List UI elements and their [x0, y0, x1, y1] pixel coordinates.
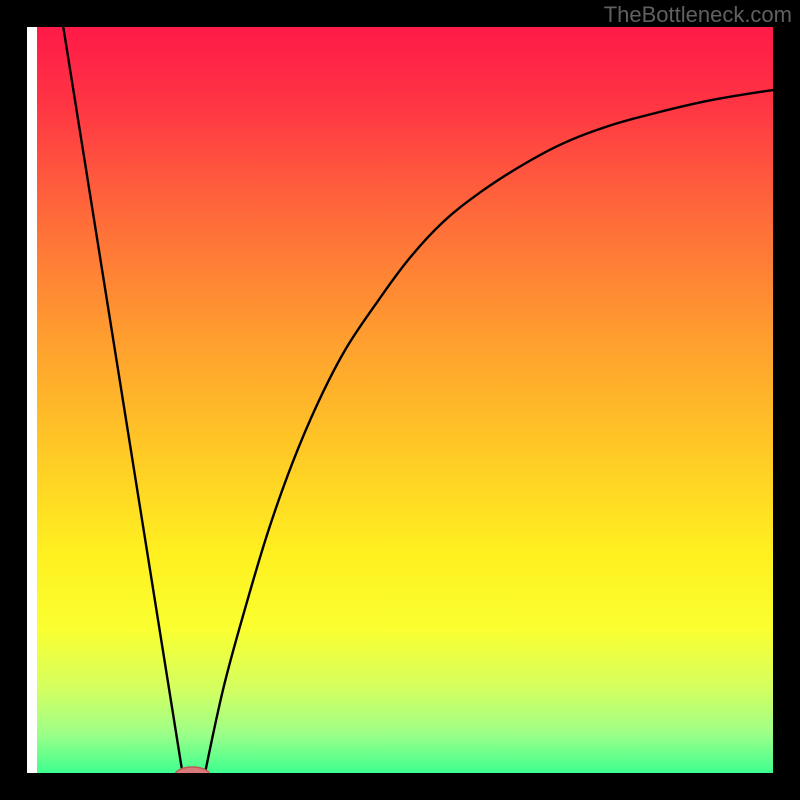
chart-background — [37, 27, 788, 779]
watermark-text: TheBottleneck.com — [604, 2, 792, 28]
chart-container: { "watermark": { "text": "TheBottleneck.… — [0, 0, 800, 800]
bottleneck-chart — [0, 0, 800, 800]
